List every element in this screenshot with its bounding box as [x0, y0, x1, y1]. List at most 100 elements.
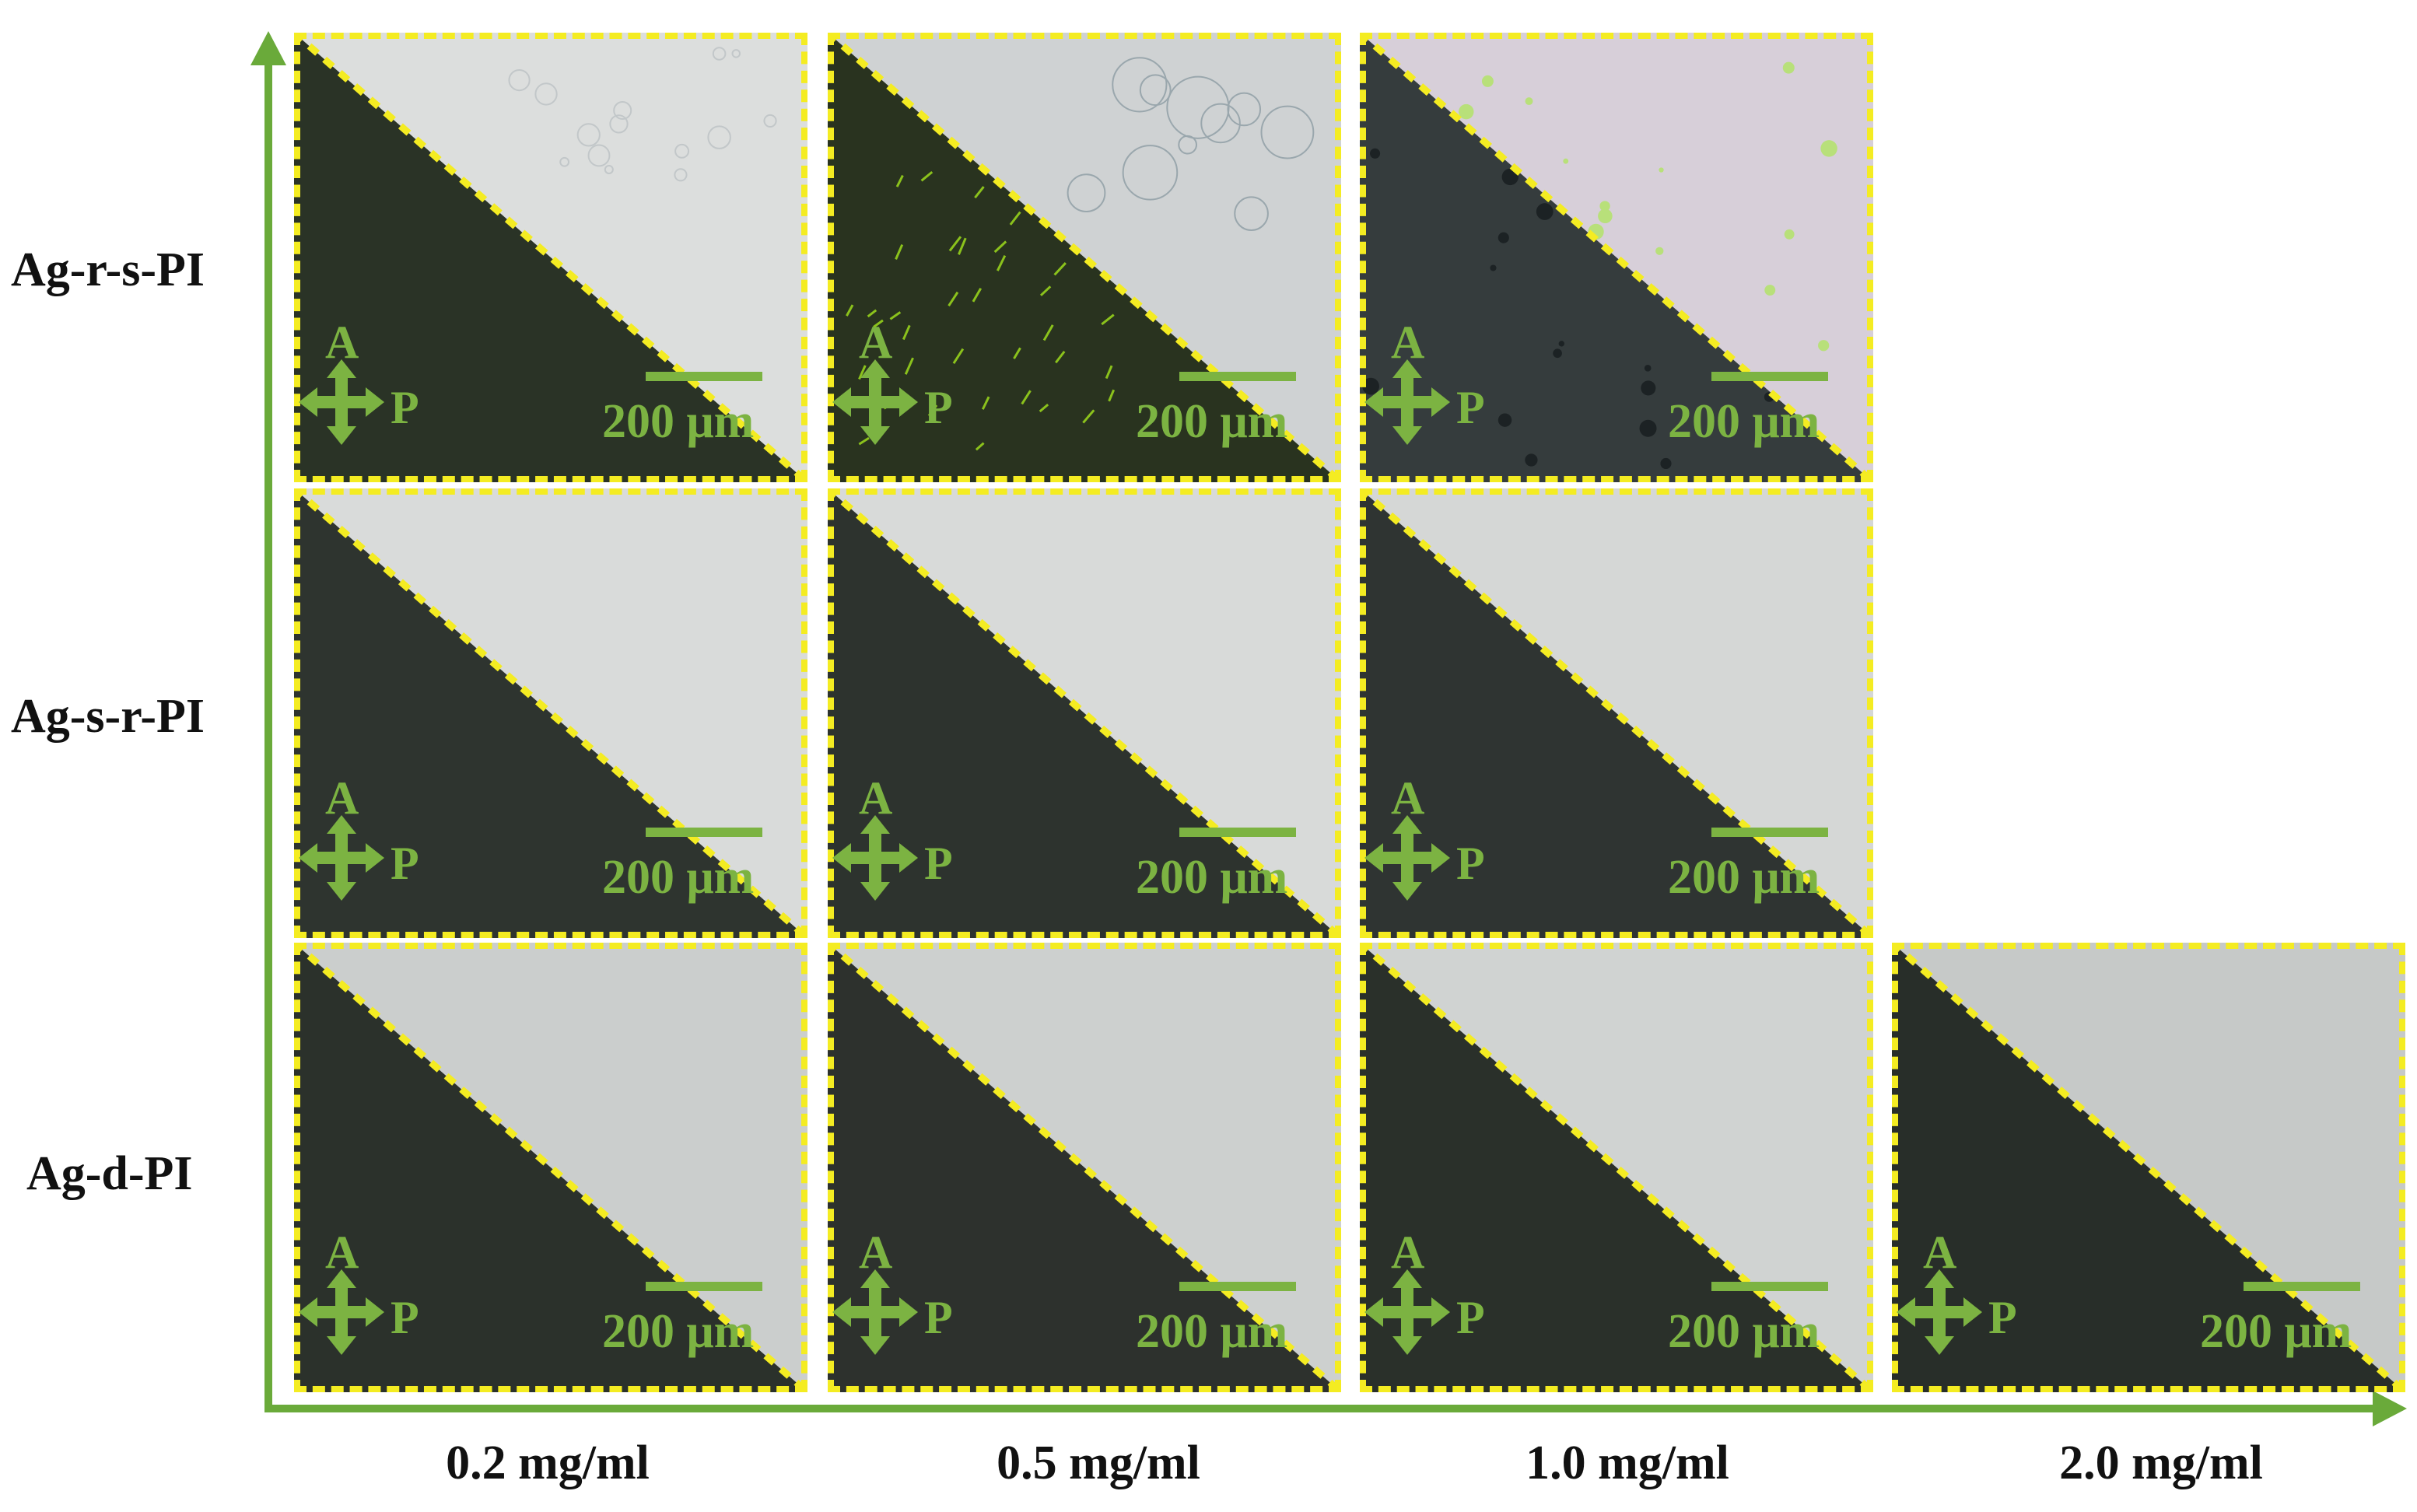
panel-frame: [1892, 943, 2405, 1392]
birefringent-streak: [1055, 350, 1066, 364]
row-label-ag-s-r-pi: Ag-s-r-PI: [11, 690, 205, 743]
col-label-1-0: 1.0 mg/ml: [1526, 1437, 1729, 1489]
birefringent-streak: [1082, 409, 1095, 424]
panel-frame: [294, 943, 807, 1392]
birefringent-streak: [948, 236, 962, 252]
polarizer-label: P: [924, 382, 953, 433]
polarizer-cross-arrow-icon: [1364, 1269, 1450, 1355]
birefringent-streak: [867, 309, 877, 318]
debris-speck: [508, 68, 531, 92]
debris-ring: [1122, 145, 1179, 201]
micrograph-image: [828, 33, 1341, 482]
polarizer-cross-arrow-icon: [299, 359, 384, 445]
birefringent-streak: [889, 311, 902, 320]
debris-speck: [707, 125, 731, 149]
panel-frame: [1360, 488, 1873, 938]
micrograph-image: [1360, 33, 1873, 482]
birefringent-streak: [993, 240, 1007, 254]
birefringent-streak: [1105, 365, 1113, 380]
debris-ring: [1067, 173, 1106, 213]
diagonal-divider: [1360, 488, 1873, 938]
micrograph-panel-r1-c1: A P 200 μm: [294, 33, 807, 482]
scale-bar-label: 200 μm: [1136, 851, 1288, 904]
scale-bar-label: 200 μm: [602, 1305, 755, 1358]
birefringent-streak: [974, 186, 985, 199]
x-axis-line: [264, 1405, 2380, 1412]
polarizer-cross-arrow-icon: [1364, 359, 1450, 445]
diagonal-divider: [1360, 33, 1873, 482]
surface-spot: [1362, 377, 1379, 395]
scale-bar: [2244, 1282, 2360, 1291]
debris-speck: [674, 168, 688, 182]
row-label-ag-r-s-pi: Ag-r-s-PI: [11, 243, 205, 296]
debris-speck: [609, 114, 629, 134]
polarizer-label: P: [391, 382, 419, 433]
polarizer-cross-arrow-icon: [1897, 1269, 1982, 1355]
micrograph-image: [1360, 943, 1873, 1392]
debris-ring: [1200, 103, 1241, 144]
scale-bar: [1179, 372, 1296, 381]
scale-bar: [646, 1282, 762, 1291]
panel-frame: [1360, 943, 1873, 1392]
micrograph-image: [828, 488, 1341, 938]
scale-bar-label: 200 μm: [1668, 395, 1820, 448]
analyzer-label: A: [1391, 772, 1425, 824]
debris-ring: [1166, 75, 1230, 139]
surface-spot: [1639, 419, 1657, 437]
analyzer-label: A: [325, 317, 359, 368]
surface-spot: [1655, 247, 1664, 255]
birefringent-streak: [1021, 390, 1032, 405]
panel-frame: [294, 488, 807, 938]
scale-bar: [1711, 372, 1828, 381]
scale-bar: [646, 828, 762, 837]
surface-spot: [1490, 264, 1497, 271]
birefringent-streak: [858, 436, 870, 446]
birefringent-streak: [846, 304, 854, 317]
debris-speck: [763, 114, 777, 128]
scale-bar-label: 200 μm: [1136, 395, 1288, 448]
micrograph-panel-r2-c1: A P 200 μm: [294, 488, 807, 938]
diagonal-divider: [294, 488, 807, 938]
birefringent-streak: [972, 287, 983, 303]
micrograph-image: [294, 488, 807, 938]
polarizer-cross-arrow-icon: [832, 815, 918, 901]
birefringent-streak: [1039, 404, 1049, 413]
birefringent-streak: [958, 237, 967, 255]
scale-bar-label: 200 μm: [602, 395, 755, 448]
scale-bar: [1711, 828, 1828, 837]
micrograph-image: [294, 943, 807, 1392]
panel-frame: [828, 488, 1341, 938]
polarizer-label: P: [1456, 1292, 1485, 1343]
surface-spot: [1370, 148, 1381, 159]
diagonal-divider: [1892, 943, 2405, 1392]
debris-ring: [1234, 196, 1269, 231]
birefringent-streak: [895, 243, 904, 260]
polarizer-cross-arrow-icon: [299, 1269, 384, 1355]
birefringent-streak: [1101, 313, 1115, 326]
polarizer-cross-arrow-icon: [299, 815, 384, 901]
analyzer-label: A: [325, 1227, 359, 1278]
panel-frame: [294, 33, 807, 482]
debris-speck: [576, 123, 601, 147]
micrograph-image: [294, 33, 807, 482]
debris-speck: [674, 143, 690, 159]
scale-bar-label: 200 μm: [1668, 851, 1820, 904]
analyzer-label: A: [859, 317, 893, 368]
scale-bar: [1179, 828, 1296, 837]
debris-speck: [559, 156, 570, 167]
scale-bar: [1711, 1282, 1828, 1291]
scale-bar-label: 200 μm: [1136, 1305, 1288, 1358]
surface-spot: [1818, 340, 1830, 352]
birefringent-streak: [981, 396, 990, 410]
panel-frame: [828, 33, 1341, 482]
debris-speck: [613, 101, 632, 121]
surface-spot: [1558, 341, 1564, 347]
polarizer-label: P: [924, 1292, 953, 1343]
diagonal-divider: [828, 33, 1341, 482]
debris-speck: [712, 47, 727, 61]
diagonal-divider: [294, 943, 807, 1392]
birefringent-streak: [927, 404, 938, 417]
debris-speck: [534, 82, 558, 106]
analyzer-label: A: [325, 772, 359, 824]
surface-spot: [1497, 232, 1509, 243]
